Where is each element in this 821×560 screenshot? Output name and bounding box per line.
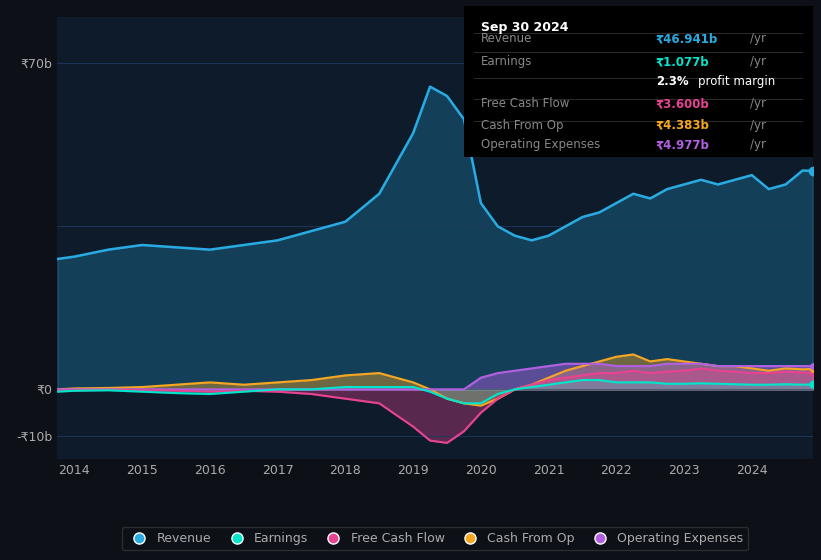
Text: ₹4.977b: ₹4.977b xyxy=(656,138,709,151)
Text: Cash From Op: Cash From Op xyxy=(481,119,564,132)
Text: ₹3.600b: ₹3.600b xyxy=(656,97,709,110)
Text: Revenue: Revenue xyxy=(481,32,533,45)
Text: ₹1.077b: ₹1.077b xyxy=(656,55,709,68)
Text: /yr: /yr xyxy=(750,32,766,45)
Text: 2.3%: 2.3% xyxy=(656,74,688,88)
Text: /yr: /yr xyxy=(750,119,766,132)
Text: Operating Expenses: Operating Expenses xyxy=(481,138,600,151)
Text: profit margin: profit margin xyxy=(698,74,775,88)
Text: /yr: /yr xyxy=(750,55,766,68)
Text: Earnings: Earnings xyxy=(481,55,533,68)
Text: /yr: /yr xyxy=(750,97,766,110)
Text: ₹46.941b: ₹46.941b xyxy=(656,32,718,45)
Text: /yr: /yr xyxy=(750,138,766,151)
Text: Sep 30 2024: Sep 30 2024 xyxy=(481,21,569,34)
Legend: Revenue, Earnings, Free Cash Flow, Cash From Op, Operating Expenses: Revenue, Earnings, Free Cash Flow, Cash … xyxy=(122,528,749,550)
Text: ₹4.383b: ₹4.383b xyxy=(656,119,709,132)
Text: Free Cash Flow: Free Cash Flow xyxy=(481,97,570,110)
